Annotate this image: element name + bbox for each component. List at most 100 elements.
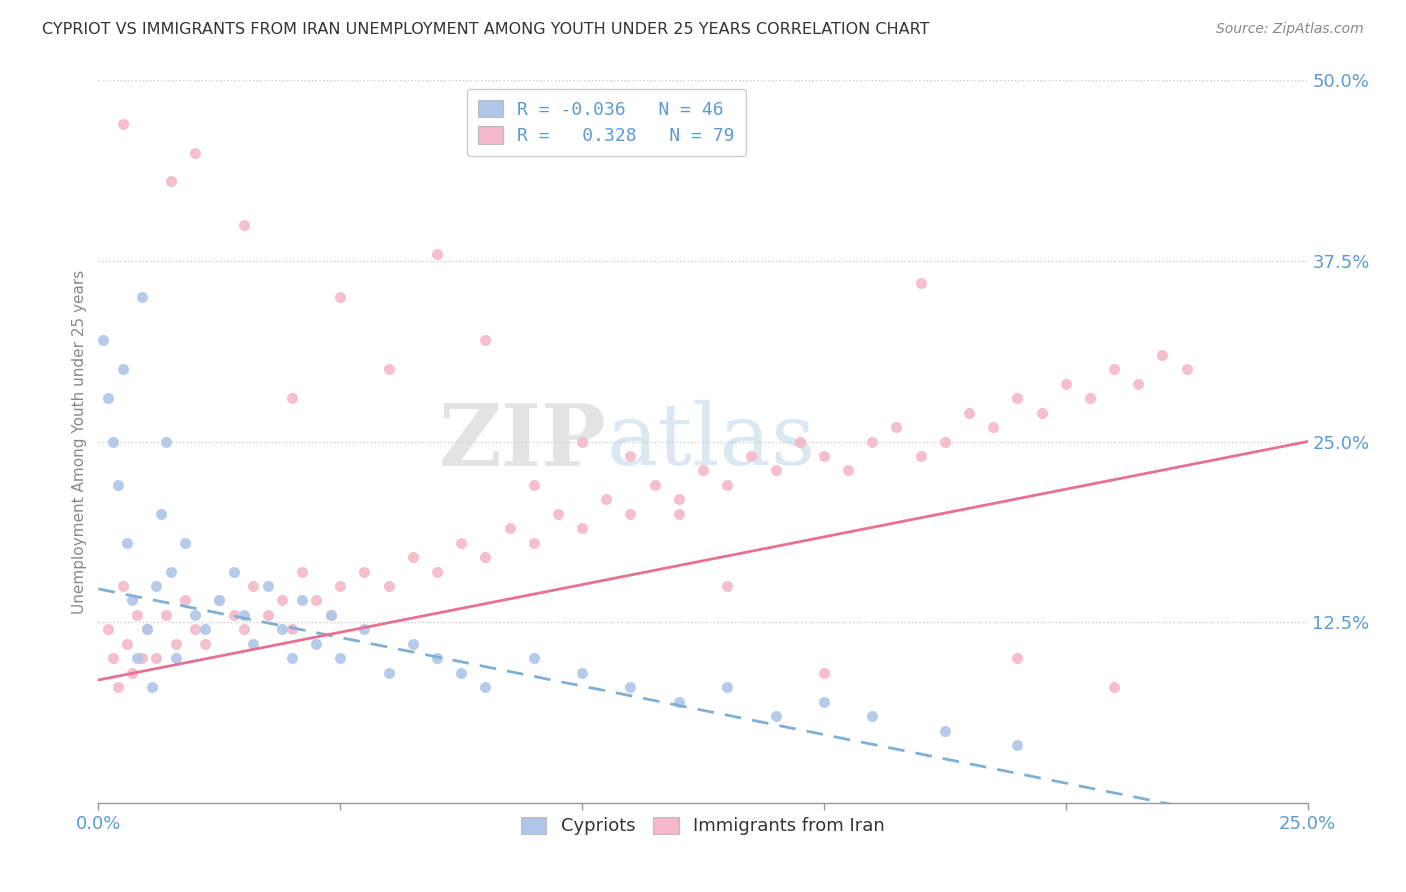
Point: [135, 623, 157, 637]
Point: [957, 406, 980, 420]
Point: [1054, 376, 1077, 391]
Point: [232, 607, 254, 622]
Point: [91, 334, 114, 348]
Point: [290, 593, 312, 607]
Point: [1007, 391, 1029, 405]
Point: [111, 117, 134, 131]
Point: [644, 478, 666, 492]
Point: [222, 607, 245, 622]
Point: [789, 434, 811, 449]
Point: [242, 579, 264, 593]
Point: [595, 492, 617, 507]
Point: [571, 434, 593, 449]
Point: [1102, 362, 1125, 376]
Point: [1175, 362, 1198, 376]
Point: [135, 623, 157, 637]
Point: [1128, 376, 1150, 391]
Point: [668, 492, 690, 507]
Text: ZIP: ZIP: [439, 400, 606, 483]
Point: [107, 680, 129, 694]
Point: [377, 362, 399, 376]
Point: [184, 623, 207, 637]
Point: [571, 521, 593, 535]
Point: [426, 565, 449, 579]
Point: [271, 593, 294, 607]
Point: [184, 607, 207, 622]
Point: [910, 449, 932, 463]
Point: [1078, 391, 1101, 405]
Point: [194, 637, 217, 651]
Point: [981, 420, 1004, 434]
Point: [281, 391, 304, 405]
Point: [450, 665, 472, 680]
Point: [174, 593, 197, 607]
Point: [222, 565, 245, 579]
Point: [127, 651, 149, 665]
Point: [256, 607, 278, 622]
Point: [910, 276, 932, 290]
Point: [353, 623, 375, 637]
Point: [547, 507, 569, 521]
Point: [860, 434, 883, 449]
Point: [765, 709, 787, 723]
Point: [740, 449, 762, 463]
Point: [329, 290, 352, 304]
Text: CYPRIOT VS IMMIGRANTS FROM IRAN UNEMPLOYMENT AMONG YOUTH UNDER 25 YEARS CORRELAT: CYPRIOT VS IMMIGRANTS FROM IRAN UNEMPLOY…: [42, 22, 929, 37]
Point: [474, 550, 496, 565]
Point: [117, 637, 139, 651]
Point: [208, 593, 231, 607]
Point: [474, 334, 496, 348]
Point: [145, 579, 167, 593]
Point: [716, 680, 738, 694]
Point: [145, 651, 167, 665]
Point: [131, 651, 153, 665]
Point: [271, 623, 294, 637]
Y-axis label: Unemployment Among Youth under 25 years: Unemployment Among Youth under 25 years: [72, 269, 87, 614]
Point: [716, 478, 738, 492]
Point: [184, 145, 207, 160]
Point: [141, 680, 163, 694]
Point: [668, 507, 690, 521]
Point: [165, 637, 187, 651]
Point: [860, 709, 883, 723]
Point: [281, 623, 304, 637]
Legend: Cypriots, Immigrants from Iran: Cypriots, Immigrants from Iran: [512, 807, 894, 845]
Point: [402, 550, 425, 565]
Point: [305, 593, 328, 607]
Text: Source: ZipAtlas.com: Source: ZipAtlas.com: [1216, 22, 1364, 37]
Point: [523, 478, 546, 492]
Point: [101, 651, 124, 665]
Point: [150, 507, 173, 521]
Point: [174, 535, 197, 549]
Point: [813, 665, 835, 680]
Point: [523, 535, 546, 549]
Point: [934, 723, 956, 738]
Point: [319, 607, 342, 622]
Point: [155, 607, 177, 622]
Point: [256, 579, 278, 593]
Point: [450, 535, 472, 549]
Point: [165, 651, 187, 665]
Point: [837, 463, 859, 477]
Point: [1152, 348, 1174, 362]
Point: [194, 623, 217, 637]
Point: [571, 665, 593, 680]
Point: [523, 651, 546, 665]
Point: [426, 246, 449, 260]
Point: [619, 507, 641, 521]
Point: [716, 579, 738, 593]
Point: [319, 607, 342, 622]
Point: [160, 565, 183, 579]
Point: [242, 637, 264, 651]
Point: [426, 651, 449, 665]
Point: [155, 434, 177, 449]
Point: [619, 680, 641, 694]
Point: [886, 420, 908, 434]
Point: [131, 290, 153, 304]
Point: [1007, 738, 1029, 752]
Point: [1102, 680, 1125, 694]
Point: [813, 449, 835, 463]
Point: [121, 665, 143, 680]
Point: [127, 607, 149, 622]
Point: [668, 695, 690, 709]
